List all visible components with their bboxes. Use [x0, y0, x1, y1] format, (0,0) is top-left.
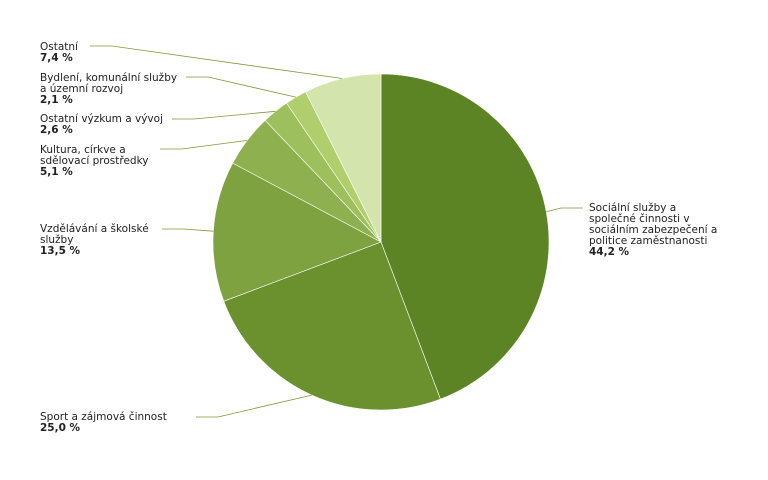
leader-line — [162, 228, 214, 232]
slice-label: Bydlení, komunální služby a územní rozvo… — [40, 73, 185, 106]
pie-slice — [212, 162, 382, 302]
pie-slice — [305, 73, 382, 243]
leader-line — [160, 140, 248, 150]
slice-label: Ostatní výzkum a vývoj 2,6 % — [40, 114, 180, 136]
slice-label: Ostatní 7,4 % — [40, 42, 100, 64]
slice-label: Vzdělávání a školské služby 13,5 % — [40, 224, 160, 257]
leader-line — [90, 45, 343, 79]
value-label: 13,5 % — [40, 245, 81, 257]
leader-line — [196, 394, 312, 418]
category-name: Ostatní — [40, 41, 78, 53]
category-name: Kultura, církve a sdělovací prostředky — [40, 144, 149, 167]
leader-line — [186, 76, 296, 98]
value-label: 25,0 % — [40, 422, 81, 434]
category-name: Bydlení, komunální služby a územní rozvo… — [40, 72, 178, 95]
category-name: Vzdělávání a školské služby — [40, 223, 149, 246]
leader-line — [172, 110, 276, 120]
value-label: 5,1 % — [40, 166, 73, 178]
value-label: 2,6 % — [40, 124, 73, 136]
value-label: 44,2 % — [589, 246, 630, 258]
category-name: Sociální služby a společné činnosti v so… — [589, 202, 718, 247]
slice-label: Kultura, církve a sdělovací prostředky 5,… — [40, 145, 160, 178]
leader-line — [546, 207, 583, 213]
pie-slice — [223, 241, 441, 411]
slice-label: Sociální služby a společné činnosti v so… — [589, 203, 719, 258]
category-name: Sport a zájmová činnost — [40, 411, 167, 423]
category-name: Ostatní výzkum a vývoj — [40, 113, 163, 125]
value-label: 2,1 % — [40, 94, 73, 106]
slice-label: Sport a zájmová činnost 25,0 % — [40, 412, 200, 434]
value-label: 7,4 % — [40, 52, 73, 64]
